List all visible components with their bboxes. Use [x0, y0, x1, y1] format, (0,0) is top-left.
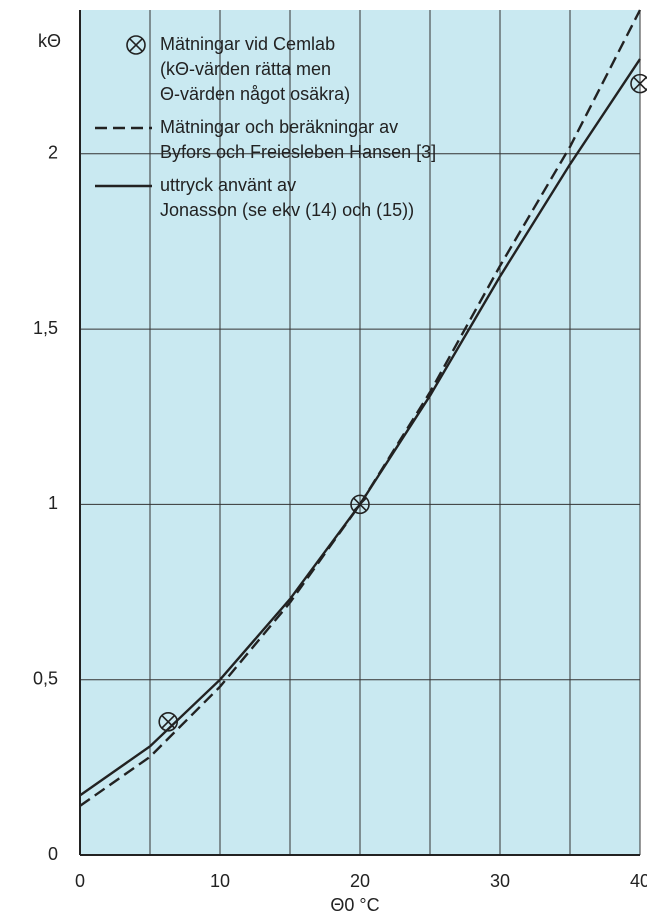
y-tick-label: 1,5 — [33, 318, 58, 338]
y-axis-label: kΘ — [38, 31, 61, 51]
marker-part — [126, 35, 146, 55]
x-tick-label: 40 — [630, 871, 647, 891]
y-tick-label: 1 — [48, 493, 58, 513]
marker-part — [161, 714, 176, 729]
x-tick-label: 30 — [490, 871, 510, 891]
x-tick-label: 0 — [75, 871, 85, 891]
y-tick-label: 2 — [48, 143, 58, 163]
marker-part — [633, 76, 647, 91]
marker-part — [129, 38, 143, 52]
legend-label: Θ-värden något osäkra) — [160, 84, 350, 104]
legend-label: (kΘ-värden rätta men — [160, 59, 331, 79]
x-axis-label: Θ0 °C — [330, 895, 379, 915]
legend-label: Mätningar och beräkningar av — [160, 117, 398, 137]
marker — [630, 73, 647, 94]
marker-part — [350, 494, 370, 515]
marker-part — [630, 73, 647, 94]
x-tick-label: 20 — [350, 871, 370, 891]
legend-label: Byfors och Freiesleben Hansen [3] — [160, 142, 436, 162]
y-tick-label: 0 — [48, 844, 58, 864]
legend-marker — [126, 35, 146, 55]
legend-label: Jonasson (se ekv (14) och (15)) — [160, 200, 414, 220]
line — [79, 58, 641, 797]
x-tick-label: 10 — [210, 871, 230, 891]
legend-label: Mätningar vid Cemlab — [160, 34, 335, 54]
y-tick-label: 0,5 — [33, 668, 58, 688]
legend-label: uttryck använt av — [160, 175, 296, 195]
